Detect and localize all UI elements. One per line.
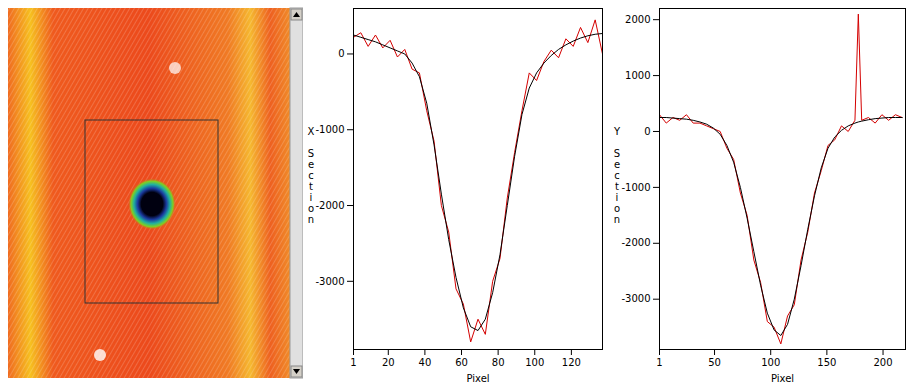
- html-text:n: n: [613, 214, 621, 225]
- svg-text:80: 80: [492, 357, 505, 368]
- html-text:t: t: [615, 181, 619, 192]
- svg-text:1: 1: [656, 357, 662, 368]
- svg-text:0: 0: [644, 126, 650, 137]
- html-text:c: c: [614, 170, 620, 181]
- svg-text:1: 1: [350, 357, 356, 368]
- html-text:o: o: [307, 203, 315, 214]
- html-text:S: S: [613, 148, 621, 159]
- svg-text:40: 40: [419, 357, 432, 368]
- html-text:c: c: [308, 170, 314, 181]
- svg-text:200: 200: [873, 357, 892, 368]
- svg-text:100: 100: [525, 357, 544, 368]
- svg-text:0: 0: [338, 48, 344, 59]
- html-text:i: i: [309, 192, 313, 203]
- html-text:S: S: [307, 148, 315, 159]
- html-text:i: i: [615, 192, 619, 203]
- svg-text:-2000: -2000: [315, 200, 344, 211]
- svg-text:-3000: -3000: [621, 293, 650, 304]
- svg-text:150: 150: [817, 357, 836, 368]
- svg-text:-3000: -3000: [315, 276, 344, 287]
- svg-text:1000: 1000: [625, 70, 650, 81]
- html-text:n: n: [307, 214, 315, 225]
- svg-text:20: 20: [382, 357, 395, 368]
- svg-text:120: 120: [562, 357, 581, 368]
- html-text:e: e: [613, 159, 621, 170]
- svg-text:-1000: -1000: [621, 182, 650, 193]
- svg-text:60: 60: [455, 357, 468, 368]
- svg-text:Pixel: Pixel: [771, 373, 794, 384]
- svg-text:100: 100: [761, 357, 780, 368]
- svg-text:2000: 2000: [625, 14, 650, 25]
- svg-text:-1000: -1000: [315, 124, 344, 135]
- html-text:e: e: [307, 159, 315, 170]
- html-text:X: X: [307, 126, 315, 137]
- svg-text:Pixel: Pixel: [466, 373, 489, 384]
- html-text:Y: Y: [613, 126, 620, 137]
- svg-text:-2000: -2000: [621, 237, 650, 248]
- svg-text:50: 50: [708, 357, 721, 368]
- html-text:o: o: [613, 203, 621, 214]
- html-text:t: t: [309, 181, 313, 192]
